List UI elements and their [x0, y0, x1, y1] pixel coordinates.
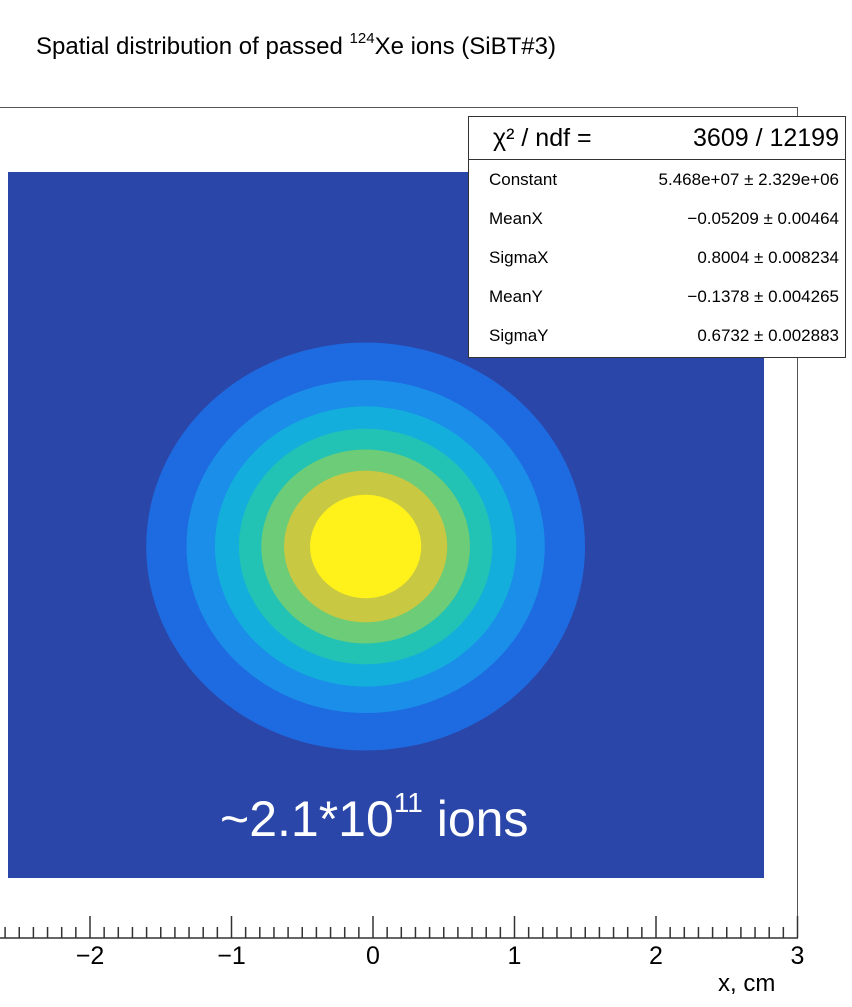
x-tick-label: −1 — [217, 942, 246, 970]
contour-level-7 — [310, 494, 422, 599]
stat-row-sigmay: SigmaY 0.6732 ± 0.002883 — [469, 316, 845, 355]
title-suffix: Xe ions (SiBT#3) — [374, 33, 556, 60]
stat-row-constant: Constant 5.468e+07 ± 2.329e+06 — [469, 160, 845, 199]
stat-value: 0.6732 ± 0.002883 — [697, 325, 839, 345]
stat-value: −0.05209 ± 0.00464 — [687, 208, 839, 228]
x-tick-label: −2 — [75, 942, 105, 970]
x-tick-label: 2 — [649, 942, 663, 970]
x-tick-label: 3 — [790, 942, 805, 970]
annotation-exponent: 11 — [393, 787, 423, 819]
annotation-base: ~2.1*10 — [220, 791, 394, 847]
stat-value: 0.8004 ± 0.008234 — [697, 247, 839, 267]
chart-title: Spatial distribution of passed 124Xe ion… — [36, 30, 556, 61]
title-prefix: Spatial distribution of passed — [36, 33, 350, 60]
stat-row-meany: MeanY −0.1378 ± 0.004265 — [469, 277, 845, 316]
x-tick-label: 1 — [507, 942, 522, 970]
plot-frame — [0, 107, 798, 938]
ion-count-annotation: ~2.1*1011 ions — [220, 787, 529, 848]
annotation-suffix: ions — [422, 791, 529, 847]
stat-name: SigmaX — [489, 247, 549, 267]
stat-name: MeanX — [489, 208, 543, 228]
x-tick-label: 0 — [366, 942, 380, 970]
stat-value: −0.1378 ± 0.004265 — [687, 286, 839, 306]
x-axis-label: x, cm — [718, 970, 776, 997]
stat-name: SigmaY — [489, 325, 549, 345]
stat-name: MeanY — [489, 286, 543, 306]
chi2-value: 3609 / 12199 — [693, 123, 839, 152]
stat-name: Constant — [489, 169, 558, 189]
title-mass-number: 124 — [349, 30, 375, 47]
stat-row-sigmax: SigmaX 0.8004 ± 0.008234 — [469, 238, 845, 277]
stat-value: 5.468e+07 ± 2.329e+06 — [658, 169, 839, 189]
chi2-label: χ² / ndf = — [493, 123, 592, 152]
stat-row-meanx: MeanX −0.05209 ± 0.00464 — [469, 199, 845, 238]
chi2-row: χ² / ndf = 3609 / 12199 — [469, 117, 845, 160]
fit-statistics-box: χ² / ndf = 3609 / 12199 Constant 5.468e+… — [468, 116, 846, 358]
